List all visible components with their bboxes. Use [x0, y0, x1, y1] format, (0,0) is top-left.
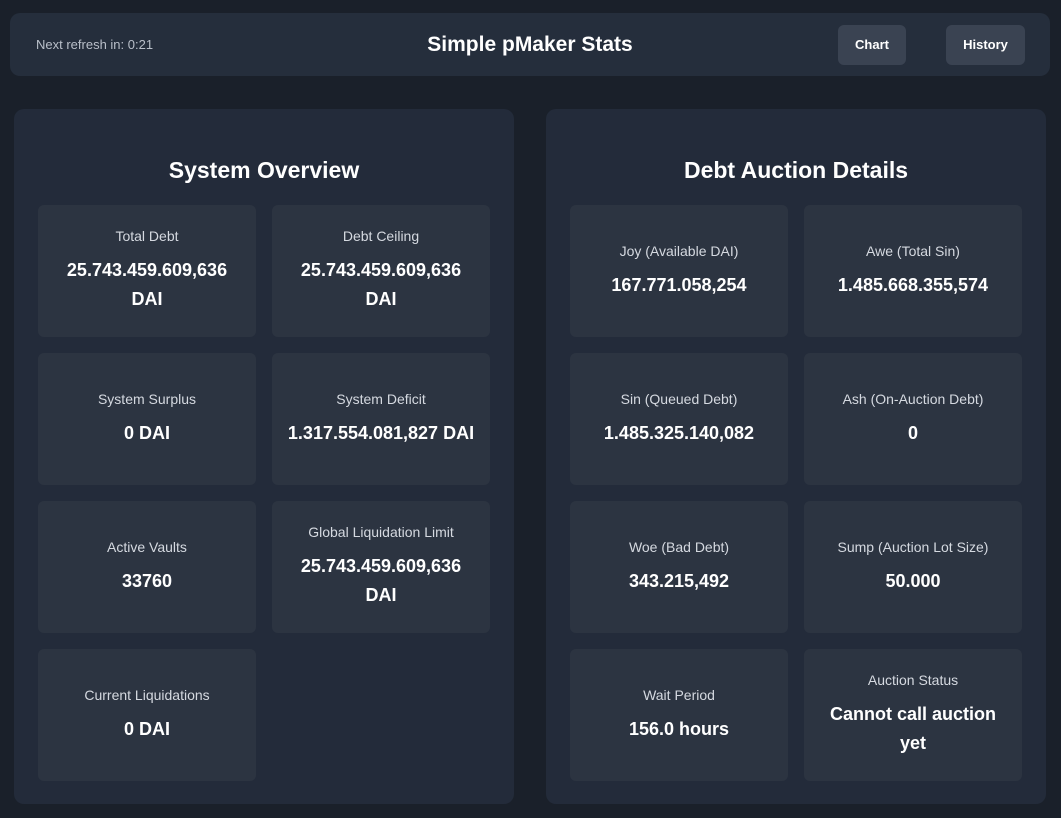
system-overview-title: System Overview: [168, 157, 360, 183]
card-label: Sump (Auction Lot Size): [837, 538, 989, 555]
card-label: Current Liquidations: [84, 686, 210, 703]
joy-card: Joy (Available DAI) 167.771.058,254: [570, 205, 788, 337]
card-value: 1.317.554.081,827 DAI: [287, 422, 475, 443]
card-label: Woe (Bad Debt): [628, 538, 730, 555]
card-value: 25.743.459.609,636 DAI: [300, 260, 462, 309]
card-label: Awe (Total Sin): [866, 242, 960, 259]
system-surplus-card: System Surplus 0 DAI: [38, 353, 256, 485]
card-value: 50.000: [885, 570, 941, 591]
refresh-countdown: Next refresh in: 0:21: [36, 37, 154, 52]
card-value: 343.215,492: [628, 570, 730, 591]
card-value: 25.743.459.609,636 DAI: [66, 260, 228, 309]
card-label: Auction Status: [867, 672, 959, 688]
card-label: System Deficit: [336, 390, 426, 407]
card-label: Active Vaults: [107, 538, 187, 555]
current-liquidations-card: Current Liquidations 0 DAI: [38, 649, 256, 781]
woe-card: Woe (Bad Debt) 343.215,492: [570, 501, 788, 633]
card-value: 156.0 hours: [628, 718, 730, 739]
card-value: 0: [907, 422, 918, 443]
global-liquidation-limit-card: Global Liquidation Limit 25.743.459.609,…: [272, 501, 490, 633]
sin-card: Sin (Queued Debt) 1.485.325.140,082: [570, 353, 788, 485]
card-label: Joy (Available DAI): [619, 242, 739, 259]
card-value: 0 DAI: [123, 422, 170, 443]
card-value: 33760: [121, 570, 173, 591]
ash-card: Ash (On-Auction Debt) 0: [804, 353, 1022, 485]
debt-auction-title: Debt Auction Details: [683, 157, 909, 183]
wait-period-card: Wait Period 156.0 hours: [570, 649, 788, 781]
debt-auction-panel: Debt Auction Details Joy (Available DAI)…: [546, 109, 1046, 804]
card-label: System Surplus: [97, 390, 197, 407]
card-label: Sin (Queued Debt): [620, 390, 738, 407]
card-label: Ash (On-Auction Debt): [842, 390, 984, 407]
card-label: Total Debt: [115, 228, 179, 244]
card-value: 0 DAI: [123, 718, 170, 739]
chart-button[interactable]: Chart: [838, 25, 906, 65]
sump-card: Sump (Auction Lot Size) 50.000: [804, 501, 1022, 633]
system-deficit-card: System Deficit 1.317.554.081,827 DAI: [272, 353, 490, 485]
debt-ceiling-card: Debt Ceiling 25.743.459.609,636 DAI: [272, 205, 490, 337]
history-button[interactable]: History: [946, 25, 1025, 65]
active-vaults-card: Active Vaults 33760: [38, 501, 256, 633]
header-bar: Next refresh in: 0:21 Simple pMaker Stat…: [10, 13, 1050, 76]
card-label: Wait Period: [643, 686, 715, 703]
total-debt-card: Total Debt 25.743.459.609,636 DAI: [38, 205, 256, 337]
card-value: 167.771.058,254: [611, 274, 747, 295]
auction-status-card: Auction Status Cannot call auction yet: [804, 649, 1022, 781]
card-value: Cannot call auction yet: [829, 704, 997, 753]
card-label: Global Liquidation Limit: [308, 524, 454, 540]
system-overview-panel: System Overview Total Debt 25.743.459.60…: [14, 109, 514, 804]
card-value: 1.485.325.140,082: [603, 422, 755, 443]
awe-card: Awe (Total Sin) 1.485.668.355,574: [804, 205, 1022, 337]
card-label: Debt Ceiling: [342, 228, 420, 244]
card-value: 25.743.459.609,636 DAI: [300, 556, 462, 605]
card-value: 1.485.668.355,574: [837, 274, 989, 295]
